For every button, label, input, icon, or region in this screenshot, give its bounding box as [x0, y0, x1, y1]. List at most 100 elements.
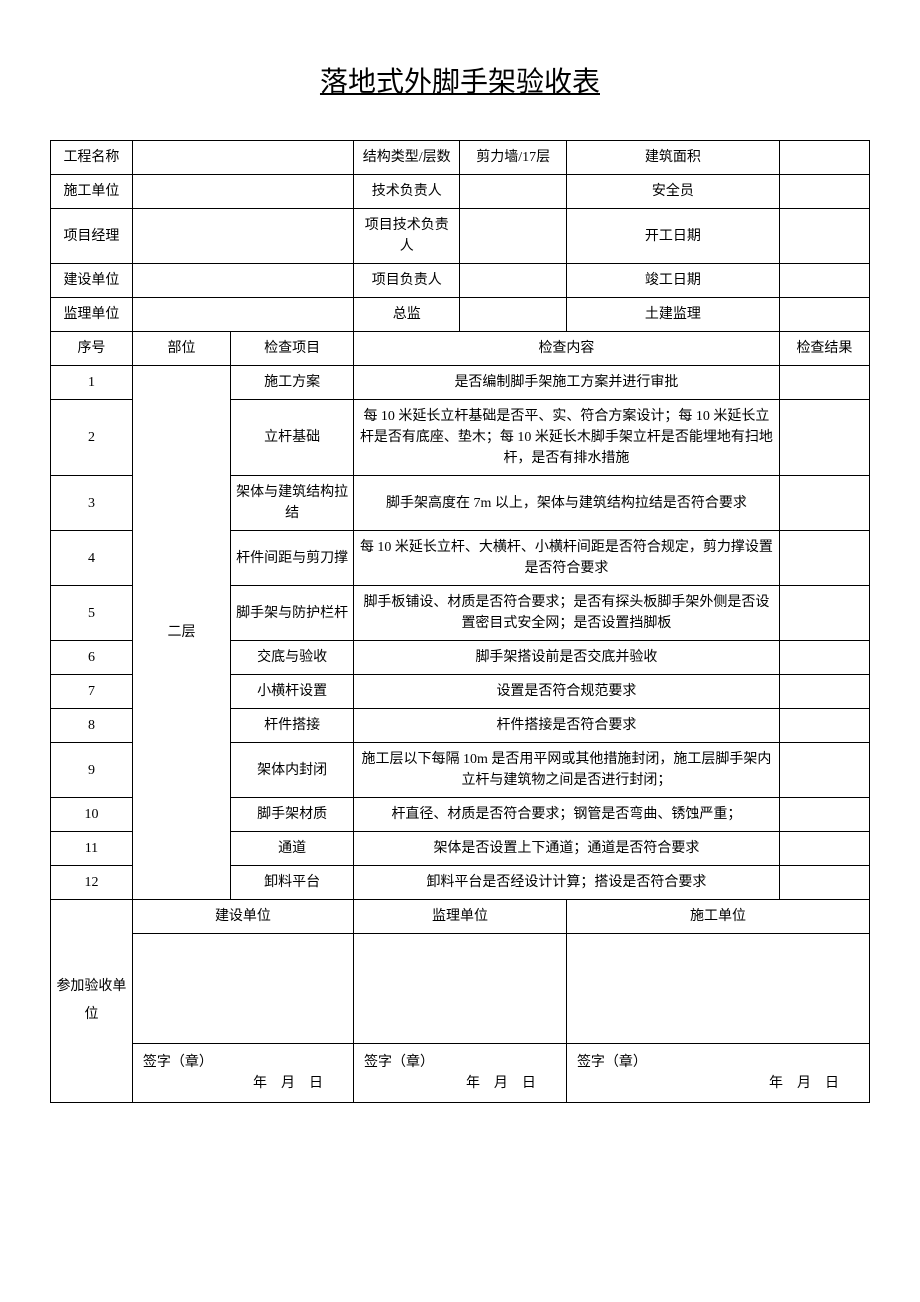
cell-content: 脚手架搭设前是否交底并验收 — [354, 641, 780, 675]
cell-item: 卸料平台 — [231, 866, 354, 900]
footer-sign-row: 签字（章） 年 月 日 签字（章） 年 月 日 签字（章） 年 月 日 — [51, 1044, 870, 1103]
inspection-table: 工程名称 结构类型/层数 剪力墙/17层 建筑面积 施工单位 技术负责人 安全员… — [50, 140, 870, 1103]
cell-seq: 2 — [51, 400, 133, 476]
cell-content: 是否编制脚手架施工方案并进行审批 — [354, 366, 780, 400]
cell-content: 杆件搭接是否符合要求 — [354, 709, 780, 743]
value-project-manager — [132, 209, 353, 264]
cell-item: 杆件间距与剪刀撑 — [231, 531, 354, 586]
value-start-date — [779, 209, 869, 264]
label-participate: 参加验收单位 — [51, 900, 133, 1103]
cell-item: 脚手架材质 — [231, 798, 354, 832]
header-row-5: 监理单位 总监 土建监理 — [51, 298, 870, 332]
value-supervision-unit — [132, 298, 353, 332]
sign-label: 签字（章） — [364, 1052, 556, 1073]
label-project-manager: 项目经理 — [51, 209, 133, 264]
cell-content: 卸料平台是否经设计计算；搭设是否符合要求 — [354, 866, 780, 900]
cell-seq: 1 — [51, 366, 133, 400]
cell-content: 架体是否设置上下通道；通道是否符合要求 — [354, 832, 780, 866]
cell-result — [779, 366, 869, 400]
value-building-area — [779, 141, 869, 175]
cell-result — [779, 866, 869, 900]
header-row-4: 建设单位 项目负责人 竣工日期 — [51, 264, 870, 298]
cell-seq: 12 — [51, 866, 133, 900]
cell-seq: 9 — [51, 743, 133, 798]
cell-result — [779, 476, 869, 531]
value-project-tech-lead — [460, 209, 566, 264]
label-chief-supervisor: 总监 — [354, 298, 460, 332]
cell-item: 施工方案 — [231, 366, 354, 400]
cell-result — [779, 709, 869, 743]
th-seq: 序号 — [51, 332, 133, 366]
cell-item: 通道 — [231, 832, 354, 866]
th-item: 检查项目 — [231, 332, 354, 366]
label-structure-type: 结构类型/层数 — [354, 141, 460, 175]
footer-org-row: 参加验收单位 建设单位 监理单位 施工单位 — [51, 900, 870, 934]
sign-cell-3: 签字（章） 年 月 日 — [566, 1044, 869, 1103]
cell-seq: 7 — [51, 675, 133, 709]
cell-seq: 4 — [51, 531, 133, 586]
cell-result — [779, 531, 869, 586]
cell-content: 杆直径、材质是否符合要求；钢管是否弯曲、锈蚀严重； — [354, 798, 780, 832]
sign-cell-1: 签字（章） 年 月 日 — [132, 1044, 353, 1103]
cell-item: 杆件搭接 — [231, 709, 354, 743]
value-complete-date — [779, 264, 869, 298]
cell-seq: 11 — [51, 832, 133, 866]
cell-seq: 3 — [51, 476, 133, 531]
date-label: 年 月 日 — [143, 1073, 343, 1094]
header-row-3: 项目经理 项目技术负责人 开工日期 — [51, 209, 870, 264]
label-civil-supervisor: 土建监理 — [566, 298, 779, 332]
th-result: 检查结果 — [779, 332, 869, 366]
label-project-lead: 项目负责人 — [354, 264, 460, 298]
th-content: 检查内容 — [354, 332, 780, 366]
org-build: 建设单位 — [132, 900, 353, 934]
label-construction-unit: 施工单位 — [51, 175, 133, 209]
cell-content: 每 10 米延长立杆基础是否平、实、符合方案设计；每 10 米延长立杆是否有底座… — [354, 400, 780, 476]
label-project-tech-lead: 项目技术负责人 — [354, 209, 460, 264]
label-tech-lead: 技术负责人 — [354, 175, 460, 209]
th-part: 部位 — [132, 332, 230, 366]
value-safety-officer — [779, 175, 869, 209]
cell-result — [779, 400, 869, 476]
cell-result — [779, 798, 869, 832]
value-project-name — [132, 141, 353, 175]
cell-content: 每 10 米延长立杆、大横杆、小横杆间距是否符合规定，剪力撑设置是否符合要求 — [354, 531, 780, 586]
value-structure-type: 剪力墙/17层 — [460, 141, 566, 175]
cell-content: 设置是否符合规范要求 — [354, 675, 780, 709]
cell-result — [779, 641, 869, 675]
header-row-2: 施工单位 技术负责人 安全员 — [51, 175, 870, 209]
cell-item: 交底与验收 — [231, 641, 354, 675]
sign-space-3 — [566, 934, 869, 1044]
cell-seq: 8 — [51, 709, 133, 743]
value-chief-supervisor — [460, 298, 566, 332]
cell-item: 立杆基础 — [231, 400, 354, 476]
cell-item: 架体内封闭 — [231, 743, 354, 798]
org-construction: 施工单位 — [566, 900, 869, 934]
value-tech-lead — [460, 175, 566, 209]
cell-item: 小横杆设置 — [231, 675, 354, 709]
cell-result — [779, 675, 869, 709]
table-row: 1 二层 施工方案 是否编制脚手架施工方案并进行审批 — [51, 366, 870, 400]
cell-content: 脚手架高度在 7m 以上，架体与建筑结构拉结是否符合要求 — [354, 476, 780, 531]
cell-seq: 6 — [51, 641, 133, 675]
sign-cell-2: 签字（章） 年 月 日 — [354, 1044, 567, 1103]
sign-label: 签字（章） — [143, 1052, 343, 1073]
table-header-row: 序号 部位 检查项目 检查内容 检查结果 — [51, 332, 870, 366]
label-complete-date: 竣工日期 — [566, 264, 779, 298]
cell-result — [779, 832, 869, 866]
value-construction-unit — [132, 175, 353, 209]
cell-content: 施工层以下每隔 10m 是否用平网或其他措施封闭，施工层脚手架内立杆与建筑物之间… — [354, 743, 780, 798]
org-supervision: 监理单位 — [354, 900, 567, 934]
footer-empty-row — [51, 934, 870, 1044]
date-label: 年 月 日 — [577, 1073, 859, 1094]
sign-space-2 — [354, 934, 567, 1044]
cell-item: 架体与建筑结构拉结 — [231, 476, 354, 531]
label-supervision-unit: 监理单位 — [51, 298, 133, 332]
value-civil-supervisor — [779, 298, 869, 332]
sign-label: 签字（章） — [577, 1052, 859, 1073]
date-label: 年 月 日 — [364, 1073, 556, 1094]
page-title: 落地式外脚手架验收表 — [50, 60, 870, 100]
cell-content: 脚手板铺设、材质是否符合要求；是否有探头板脚手架外侧是否设置密目式安全网；是否设… — [354, 586, 780, 641]
label-build-unit: 建设单位 — [51, 264, 133, 298]
cell-item: 脚手架与防护栏杆 — [231, 586, 354, 641]
label-building-area: 建筑面积 — [566, 141, 779, 175]
